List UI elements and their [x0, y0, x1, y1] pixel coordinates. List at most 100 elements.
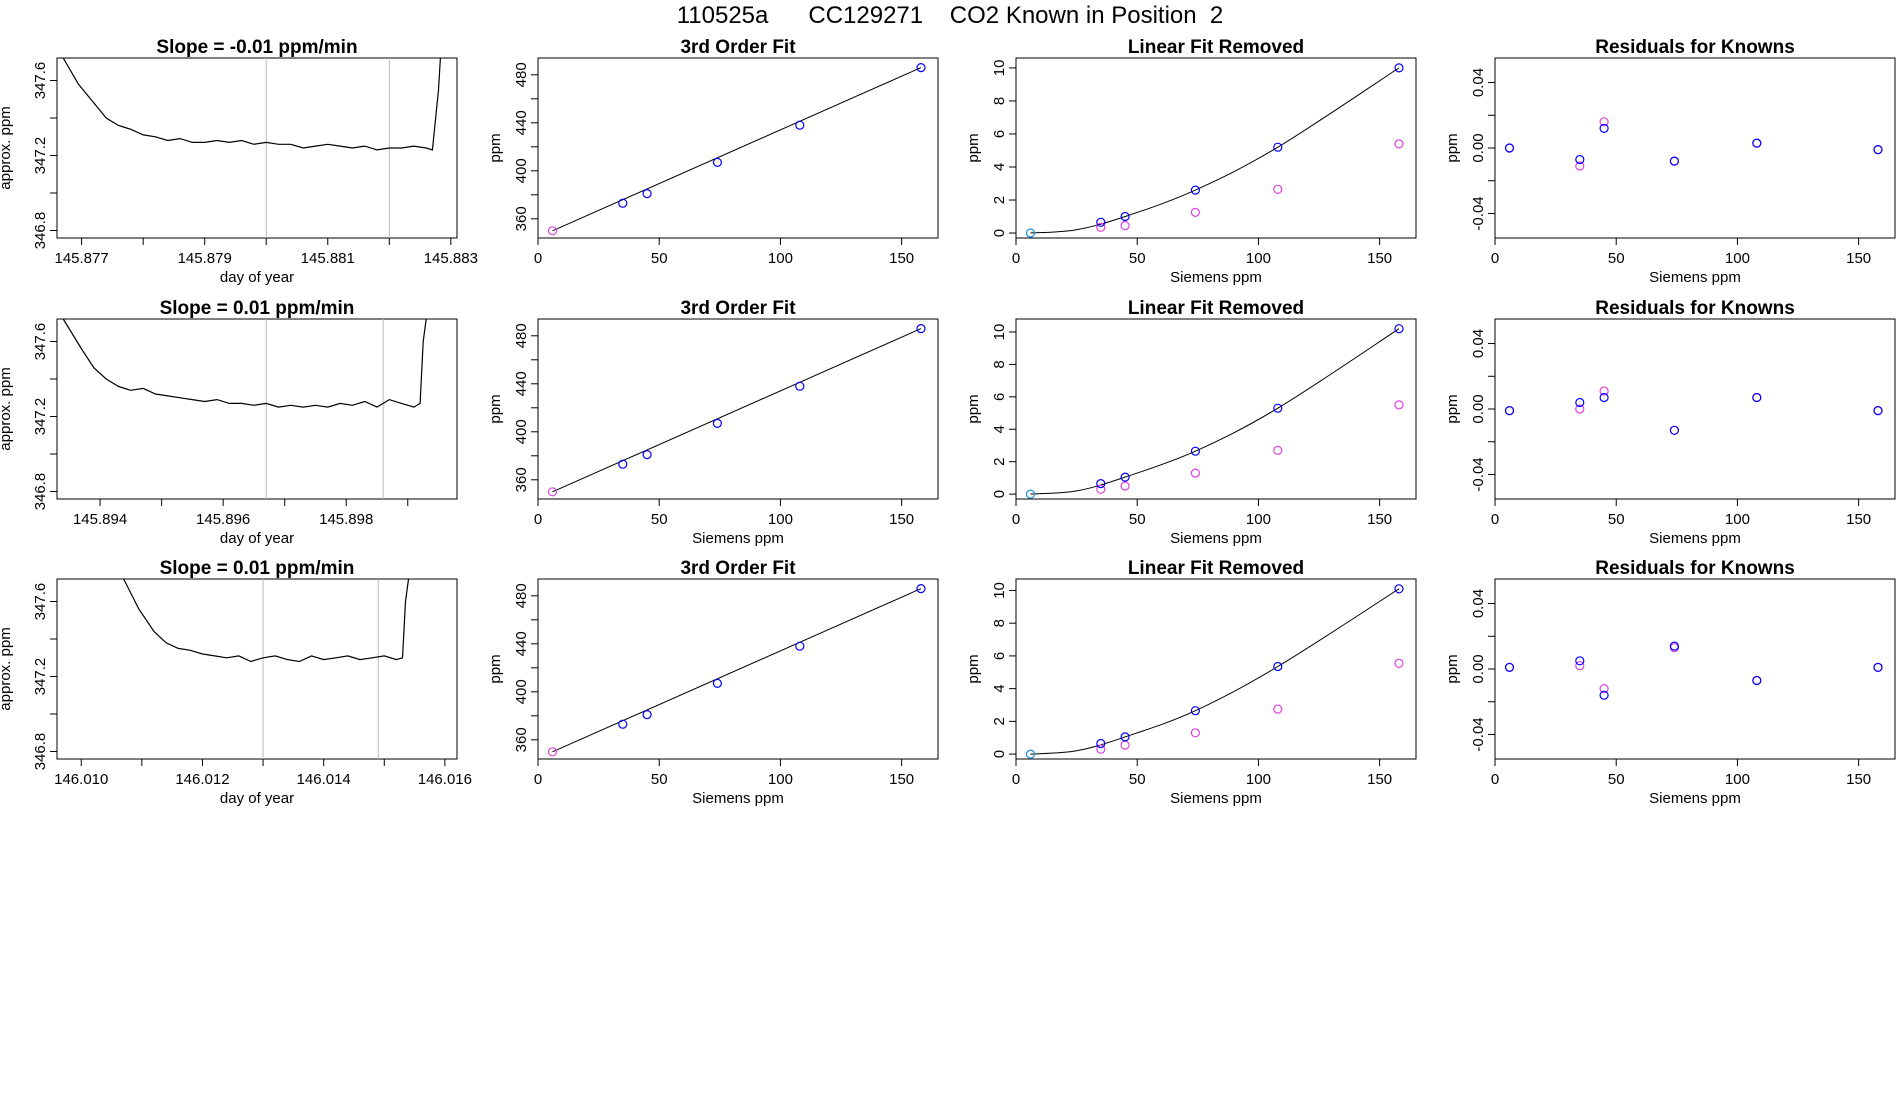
fit-curve — [1030, 67, 1400, 234]
plot-area — [123, 579, 410, 759]
data-point-blue — [1394, 63, 1404, 73]
x-tick-label: 100 — [1246, 250, 1271, 267]
y-tick-label: 2 — [991, 196, 1008, 204]
x-tick-label: 100 — [768, 511, 793, 528]
data-point-magenta — [1096, 222, 1106, 232]
data-point-magenta — [1273, 704, 1283, 714]
y-tick-label: 4 — [991, 163, 1008, 171]
panel-title: Linear Fit Removed — [1128, 558, 1304, 579]
y-tick-label: 360 — [513, 727, 530, 752]
data-point-magenta — [547, 747, 558, 757]
fit-curve — [1030, 588, 1400, 755]
data-point-blue — [1504, 406, 1515, 416]
data-point-blue — [1504, 662, 1515, 673]
y-tick-label: 440 — [513, 631, 530, 656]
plot-area — [62, 58, 441, 238]
y-tick-label: 0.04 — [1470, 68, 1487, 97]
data-point-blue — [642, 709, 652, 720]
panel-fit-row1: 3rd Order Fit 0 50 100 150 360 400 440 480 Siemen… — [487, 298, 939, 547]
x-tick-label: 100 — [768, 771, 793, 788]
data-point-blue — [712, 678, 723, 689]
y-tick-label: 347.6 — [32, 62, 49, 100]
data-point-blue — [795, 641, 805, 651]
data-point-blue — [1096, 738, 1106, 749]
x-tick-label: 0 — [534, 511, 542, 528]
panel-fit-row0: 3rd Order Fit 0 50 100 150 360 400 440 480 ppm — [487, 37, 939, 267]
y-tick-label: 347.6 — [32, 583, 49, 621]
y-tick-label: 480 — [513, 323, 530, 348]
concentration-trace — [123, 579, 410, 663]
plot-area — [1025, 63, 1404, 238]
x-tick-label: 150 — [1367, 511, 1392, 528]
y-tick-label: -0.04 — [1470, 457, 1487, 491]
plot-frame — [56, 578, 458, 760]
y-axis-label: ppm — [487, 394, 504, 423]
x-axis-label: day of year — [220, 530, 294, 547]
panel-timeseries-row1: Slope = 0.01 ppm/min 145.894 145.896 145.89… — [0, 298, 458, 547]
data-point-blue — [1273, 661, 1283, 672]
y-tick-label: 347.2 — [32, 137, 49, 175]
x-tick-label: 50 — [1129, 511, 1146, 528]
y-tick-label: 6 — [991, 130, 1008, 138]
data-point-blue — [618, 719, 628, 729]
data-point-blue — [1120, 732, 1130, 742]
data-point-blue — [1190, 446, 1201, 456]
x-tick-label: 0 — [1491, 250, 1499, 267]
y-tick-label: 346.8 — [32, 473, 49, 511]
data-point-magenta — [1096, 484, 1106, 494]
y-tick-label: 10 — [991, 324, 1008, 341]
x-tick-label: 146.012 — [175, 771, 229, 788]
x-tick-label: 150 — [1367, 250, 1392, 267]
y-tick-label: 10 — [991, 60, 1008, 77]
data-point-blue — [642, 189, 652, 199]
x-axis-label: Siemens ppm — [1170, 530, 1262, 547]
x-tick-label: 150 — [1846, 250, 1871, 267]
data-point-blue — [1752, 392, 1762, 403]
data-point-magenta — [1394, 139, 1404, 149]
y-axis-label: approx. ppm — [0, 367, 14, 450]
y-tick-label: 8 — [991, 360, 1008, 368]
y-tick-label: 4 — [991, 684, 1008, 692]
y-tick-label: 8 — [991, 619, 1008, 627]
x-tick-label: 0 — [1012, 511, 1020, 528]
data-point-blue — [642, 450, 652, 460]
data-point-cyan — [1025, 749, 1036, 759]
data-point-magenta — [1096, 744, 1106, 754]
panel-timeseries-row0: Slope = -0.01 ppm/min 145.877 145.879 145.8… — [0, 37, 478, 286]
data-point-blue — [618, 198, 628, 208]
panel-title: Residuals for Knowns — [1595, 298, 1795, 319]
panel-title: 3rd Order Fit — [680, 558, 796, 579]
x-axis-label: Siemens ppm — [1170, 790, 1262, 807]
plot-frame — [1015, 318, 1417, 500]
panel-fit-row2: 3rd Order Fit 0 50 100 150 360 400 440 480 Siemen… — [487, 558, 939, 807]
data-point-magenta — [1190, 468, 1201, 478]
x-tick-label: 145.881 — [301, 250, 355, 267]
y-tick-label: 480 — [513, 583, 530, 608]
data-point-blue — [1575, 397, 1585, 408]
y-axis-label: ppm — [1444, 394, 1461, 423]
x-tick-label: 0 — [1012, 250, 1020, 267]
panel-title: 3rd Order Fit — [680, 298, 796, 319]
x-tick-label: 50 — [1608, 250, 1625, 267]
plot-area — [1504, 641, 1883, 700]
data-point-magenta — [547, 487, 558, 497]
y-axis-label: ppm — [487, 133, 504, 162]
fit-line — [552, 67, 922, 232]
data-point-magenta — [547, 226, 558, 236]
data-point-blue — [795, 120, 805, 130]
y-axis-label: ppm — [965, 654, 982, 683]
data-point-blue — [1752, 138, 1762, 148]
x-tick-label: 145.883 — [424, 250, 478, 267]
x-tick-label: 150 — [1846, 771, 1871, 788]
data-point-blue — [916, 324, 926, 334]
y-tick-label: 440 — [513, 371, 530, 396]
figure-title: 110525a CC129271 CO2 Known in Position 2 — [676, 2, 1224, 29]
panel-title: Residuals for Knowns — [1595, 37, 1795, 58]
x-tick-label: 145.879 — [178, 250, 232, 267]
plot-frame — [56, 57, 458, 239]
panel-residuals-row1: Residuals for Knowns 0 50 100 150 -0.04 0.00 0.… — [1444, 298, 1896, 547]
y-axis-label: approx. ppm — [0, 627, 14, 710]
data-point-blue — [1120, 211, 1130, 222]
panel-title: Linear Fit Removed — [1128, 37, 1304, 58]
